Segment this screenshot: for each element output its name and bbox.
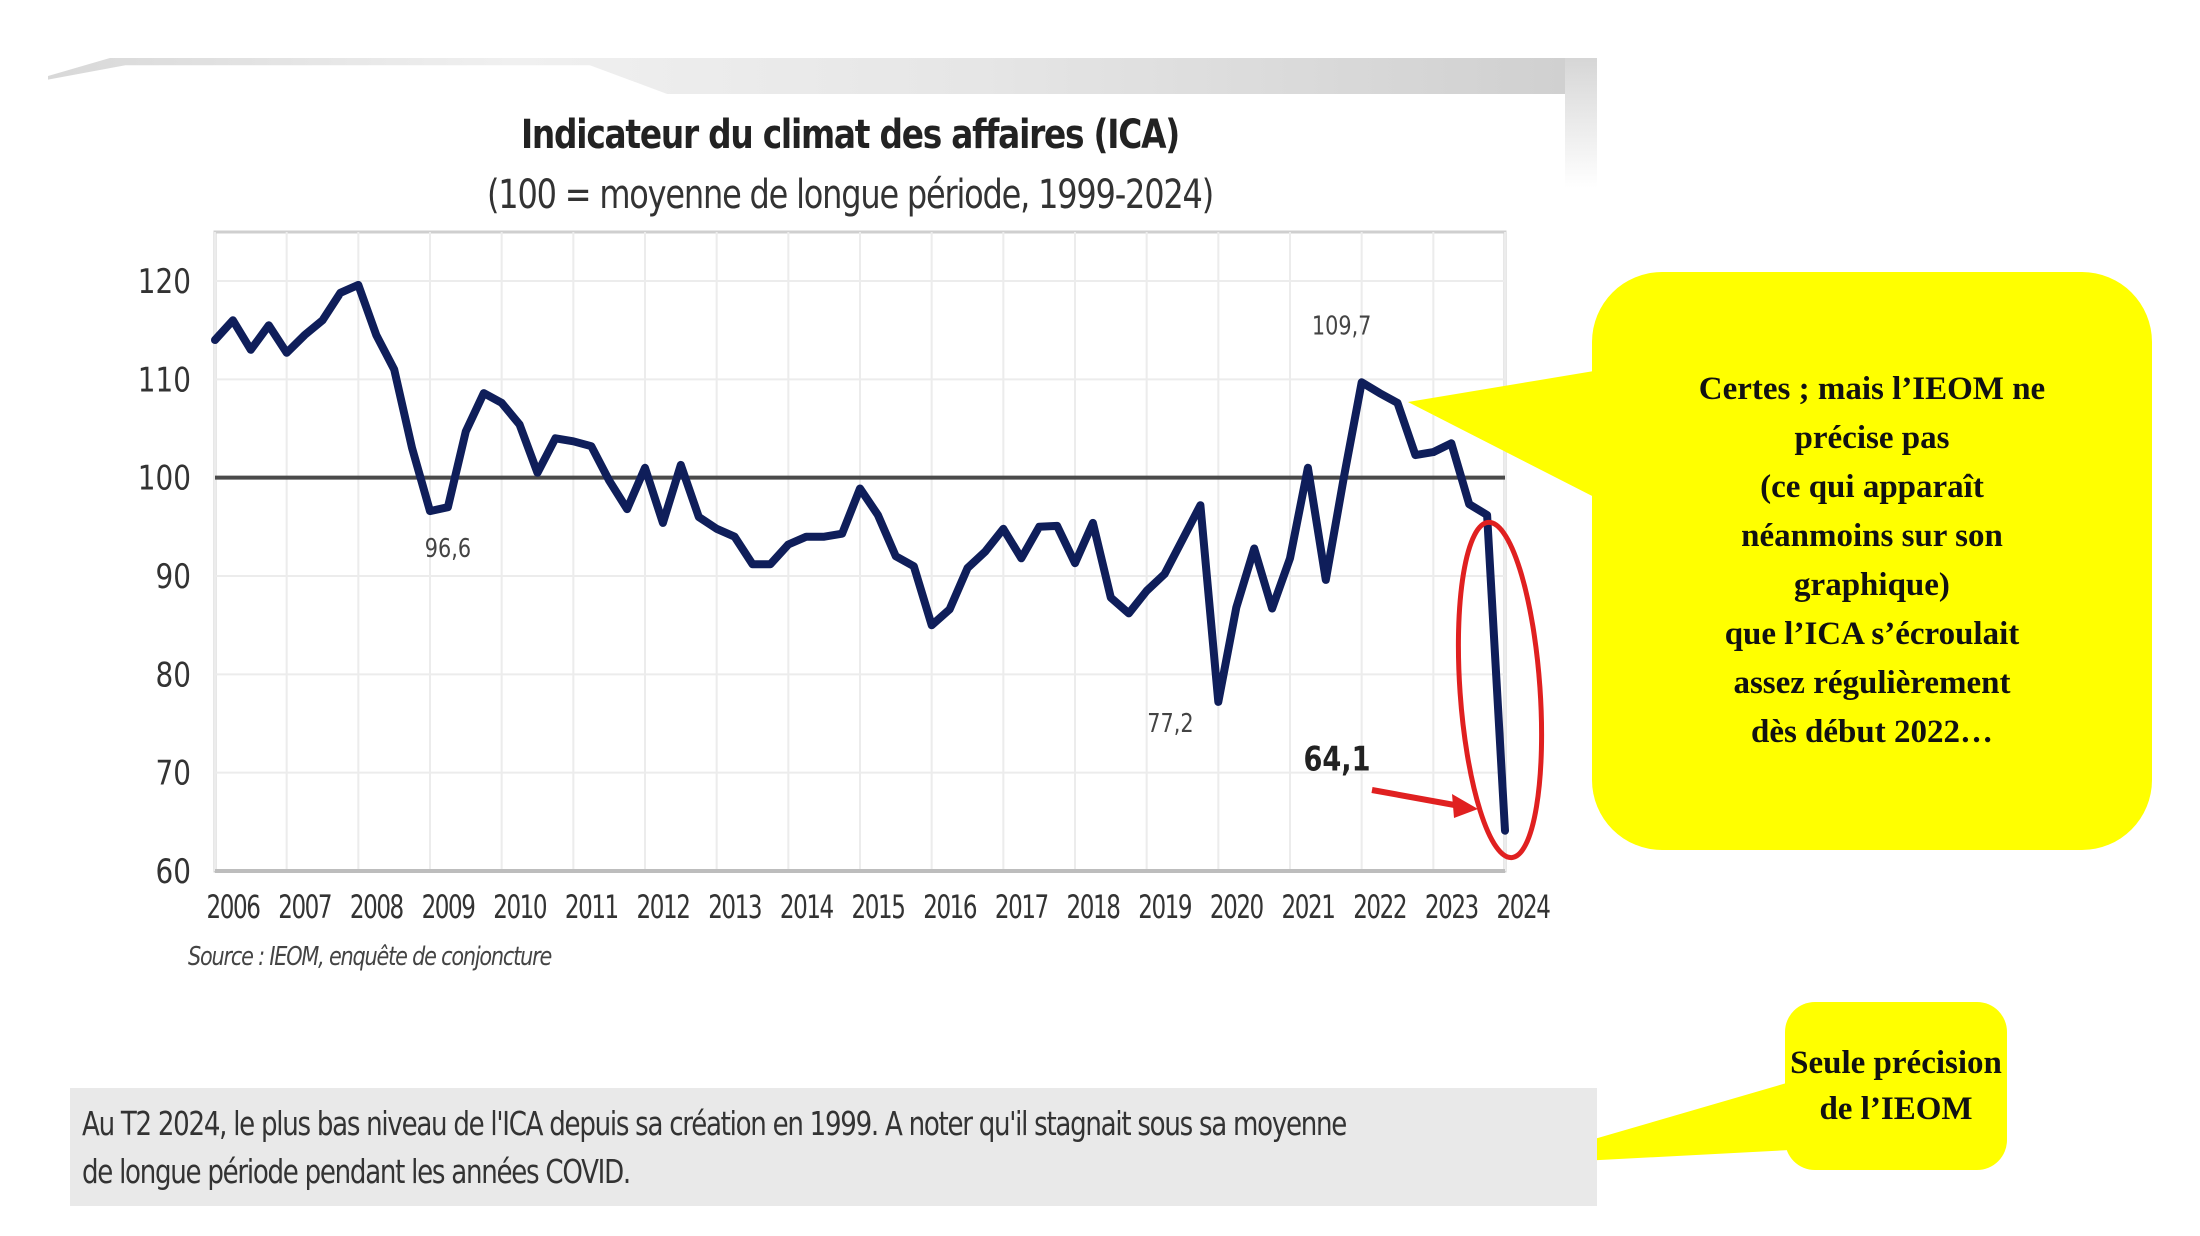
chart-source: Source : IEOM, enquête de conjoncture <box>188 942 552 972</box>
x-tick-label: 2015 <box>852 888 905 926</box>
y-tick-label: 90 <box>156 557 191 596</box>
note-text: Au T2 2024, le plus bas niveau de l'ICA … <box>82 1100 1425 1196</box>
y-axis-ticks: 60 70 80 90 100 110 120 <box>138 262 191 891</box>
arrow-head-icon <box>1452 794 1478 818</box>
y-tick-label: 120 <box>138 262 191 301</box>
data-label: 77,2 <box>1147 708 1193 739</box>
x-axis-ticks: 2006 2007 2008 2009 2010 2011 2012 2013 2014 2015… <box>207 888 1552 926</box>
x-tick-label: 2011 <box>565 888 618 926</box>
callout-main: Certes ; mais l’IEOM ne précise pas (ce … <box>1592 272 2152 850</box>
data-label: 109,7 <box>1312 310 1372 341</box>
note-line-1: Au T2 2024, le plus bas niveau de l'ICA … <box>82 1104 1347 1143</box>
x-tick-label: 2019 <box>1138 888 1191 926</box>
x-tick-label: 2007 <box>278 888 331 926</box>
x-tick-label: 2017 <box>995 888 1048 926</box>
x-tick-label: 2010 <box>493 888 546 926</box>
y-tick-label: 80 <box>156 656 191 695</box>
data-label: 64,1 <box>1303 740 1370 780</box>
x-tick-label: 2016 <box>923 888 976 926</box>
callout-secondary-text: Seule précision de l’IEOM <box>1790 1045 2002 1127</box>
x-tick-label: 2018 <box>1067 888 1120 926</box>
x-tick-label: 2006 <box>207 888 260 926</box>
x-tick-label: 2021 <box>1282 888 1335 926</box>
annotations-layer: 96,6 77,2 109,7 64,1 <box>425 310 1372 780</box>
chart-subtitle: (100 = moyenne de longue période, 1999-2… <box>487 172 1214 218</box>
data-label: 96,6 <box>425 533 471 564</box>
highlight-ellipse <box>1455 519 1545 861</box>
x-tick-label: 2012 <box>637 888 690 926</box>
arrow-shaft <box>1371 787 1461 809</box>
note-box <box>70 1088 1597 1206</box>
x-tick-label: 2022 <box>1353 888 1406 926</box>
y-tick-label: 70 <box>156 754 191 793</box>
y-tick-label: 110 <box>138 361 191 400</box>
x-tick-label: 2009 <box>422 888 475 926</box>
note-line-2: de longue période pendant les années COV… <box>82 1152 631 1191</box>
highlight-layer <box>1371 519 1545 861</box>
y-tick-label: 100 <box>138 459 191 498</box>
x-tick-label: 2024 <box>1497 888 1551 926</box>
callout-main-tail <box>1408 370 1600 500</box>
x-tick-label: 2013 <box>708 888 761 926</box>
callout-secondary: Seule précision de l’IEOM <box>1785 1002 2007 1170</box>
chart-title: Indicateur du climat des affaires (ICA) <box>520 112 1180 158</box>
callout-main-text: Certes ; mais l’IEOM ne précise pas (ce … <box>1698 371 2046 750</box>
x-tick-label: 2023 <box>1425 888 1478 926</box>
y-tick-label: 60 <box>156 852 191 891</box>
x-tick-label: 2020 <box>1210 888 1263 926</box>
series-layer <box>211 280 1509 835</box>
x-tick-label: 2014 <box>780 888 834 926</box>
x-tick-label: 2008 <box>350 888 403 926</box>
decorative-shade <box>1565 58 1597 188</box>
